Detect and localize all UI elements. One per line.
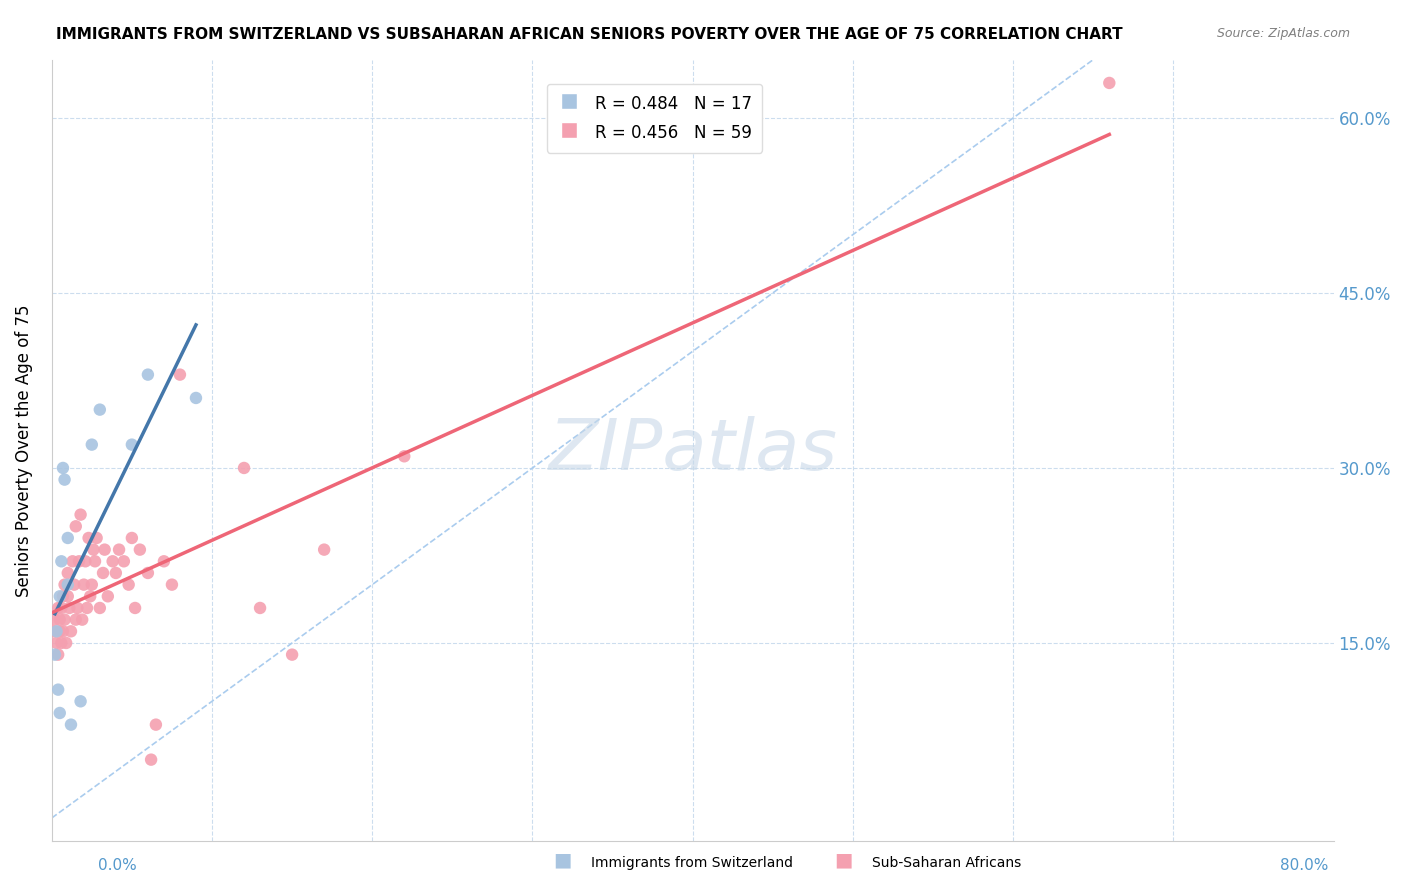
Point (184, 391, 207, 405)
Text: ZIPatlas: ZIPatlas (548, 416, 837, 485)
Point (69, 694, 91, 708)
Point (46, 648, 69, 662)
Point (52, 461, 75, 475)
Point (59, 624, 82, 639)
Point (45, 636, 67, 650)
Point (44, 648, 66, 662)
Legend: R = 0.484   N = 17, R = 0.456   N = 59: R = 0.484 N = 17, R = 0.456 N = 59 (547, 84, 762, 153)
Point (169, 368, 191, 382)
Point (67, 554, 90, 568)
Point (46, 601, 69, 615)
Point (136, 368, 159, 382)
Text: Source: ZipAtlas.com: Source: ZipAtlas.com (1216, 27, 1350, 40)
Point (394, 450, 416, 464)
Point (145, 717, 167, 731)
Point (153, 554, 176, 568)
Point (46, 682, 69, 697)
Point (42, 624, 65, 639)
Point (160, 577, 183, 591)
Point (121, 437, 143, 451)
Point (89, 601, 111, 615)
Point (121, 531, 143, 545)
Point (80, 577, 103, 591)
Point (118, 577, 141, 591)
Point (55, 636, 77, 650)
Point (56, 577, 79, 591)
Point (281, 648, 304, 662)
Point (56, 531, 79, 545)
Point (49, 613, 72, 627)
Point (65, 613, 87, 627)
Point (56, 566, 79, 580)
Point (70, 613, 93, 627)
Point (52, 624, 75, 639)
Text: 0.0%: 0.0% (98, 858, 138, 872)
Point (51, 601, 73, 615)
Point (86, 531, 108, 545)
Point (249, 601, 271, 615)
Point (76, 601, 98, 615)
Point (62, 554, 84, 568)
Point (75, 554, 97, 568)
Point (63, 577, 86, 591)
Point (59, 717, 82, 731)
Point (49, 590, 72, 604)
Text: ■: ■ (834, 851, 853, 870)
Point (45, 624, 67, 639)
Point (139, 753, 162, 767)
Point (69, 508, 91, 522)
Point (49, 624, 72, 639)
Text: 80.0%: 80.0% (1281, 858, 1329, 872)
Point (51, 554, 73, 568)
Point (49, 706, 72, 720)
Point (108, 542, 131, 557)
Point (58, 601, 80, 615)
Point (53, 473, 76, 487)
Text: ■: ■ (553, 851, 572, 870)
Point (66, 601, 89, 615)
Point (101, 554, 124, 568)
Point (84, 554, 107, 568)
Point (91, 566, 114, 580)
Point (314, 542, 336, 557)
Point (53, 577, 76, 591)
Point (56, 590, 79, 604)
Point (77, 531, 100, 545)
Point (89, 402, 111, 417)
Point (80, 437, 103, 451)
Point (93, 542, 115, 557)
Point (65, 519, 87, 533)
Point (1098, 76, 1121, 90)
Y-axis label: Seniors Poverty Over the Age of 75: Seniors Poverty Over the Age of 75 (15, 304, 32, 597)
Point (124, 601, 146, 615)
Text: IMMIGRANTS FROM SWITZERLAND VS SUBSAHARAN AFRICAN SENIORS POVERTY OVER THE AGE O: IMMIGRANTS FROM SWITZERLAND VS SUBSAHARA… (56, 27, 1123, 42)
Point (136, 566, 159, 580)
Point (44, 613, 66, 627)
Point (97, 590, 120, 604)
Point (52, 590, 75, 604)
Point (82, 542, 104, 557)
Point (233, 461, 256, 475)
Text: Sub-Saharan Africans: Sub-Saharan Africans (872, 855, 1021, 870)
Point (53, 613, 76, 627)
Text: Immigrants from Switzerland: Immigrants from Switzerland (591, 855, 793, 870)
Point (128, 542, 150, 557)
Point (112, 554, 135, 568)
Point (51, 636, 73, 650)
Point (104, 566, 127, 580)
Point (79, 590, 101, 604)
Point (73, 577, 96, 591)
